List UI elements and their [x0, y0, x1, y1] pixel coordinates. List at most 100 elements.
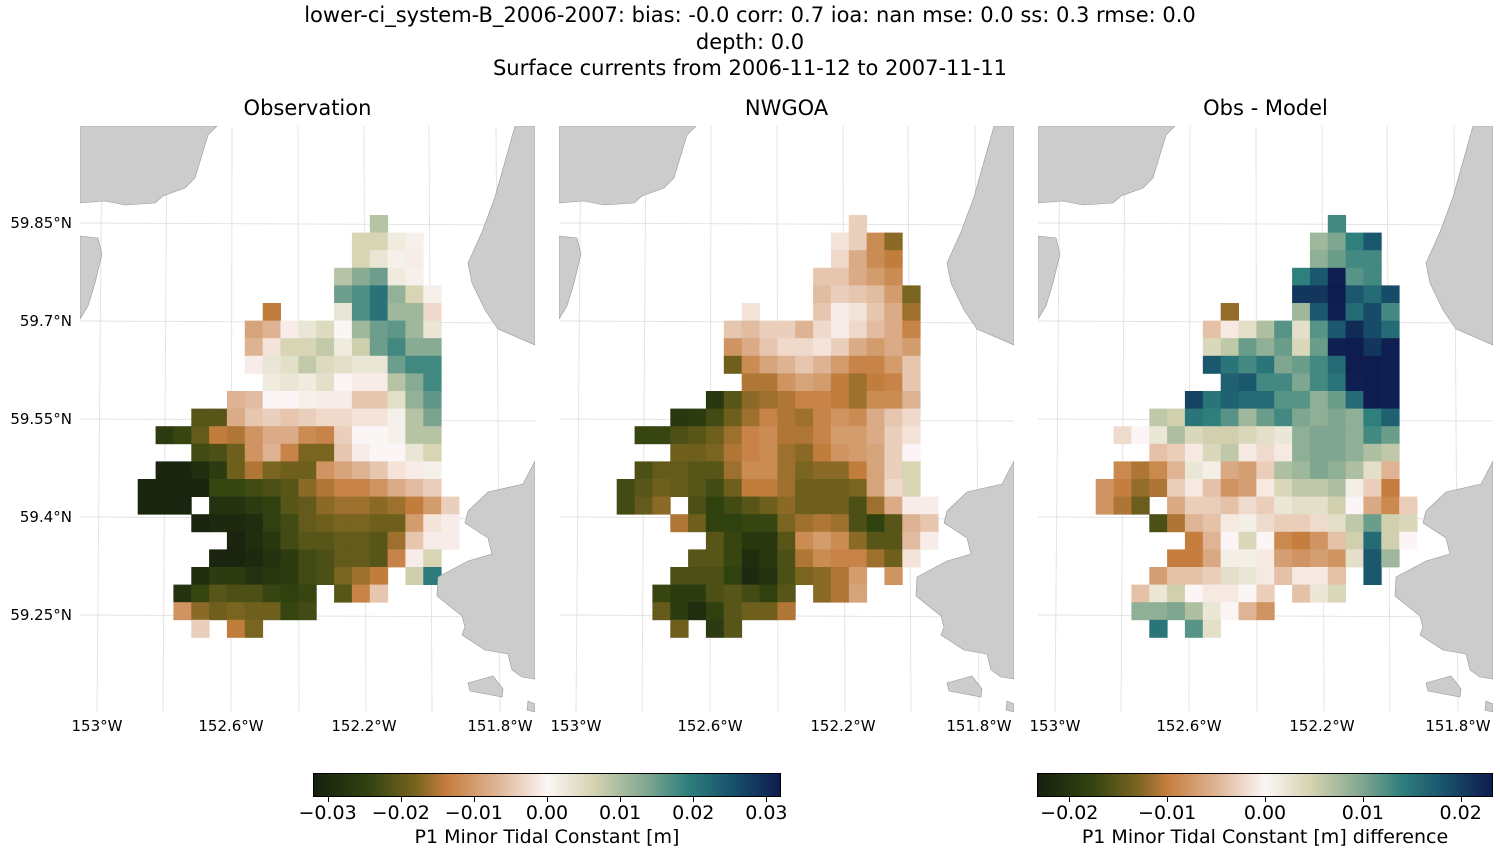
- heatmap-cell: [813, 338, 832, 357]
- heatmap-cell: [334, 285, 353, 304]
- heatmap-cell: [848, 479, 868, 497]
- map-model: [559, 126, 1014, 712]
- heatmap-cell: [1309, 549, 1329, 568]
- heatmap-cell: [423, 549, 442, 568]
- heatmap-cell: [741, 355, 760, 374]
- heatmap-cell: [369, 373, 389, 392]
- heatmap-cell: [298, 373, 317, 392]
- heatmap-cell: [705, 479, 725, 497]
- heatmap-cell: [848, 391, 868, 409]
- heatmap-cell: [1363, 408, 1382, 427]
- heatmap-cell: [387, 320, 406, 339]
- heatmap-cell: [1238, 531, 1257, 550]
- heatmap-cell: [1363, 549, 1382, 568]
- heatmap-cell: [777, 584, 796, 603]
- heatmap-cell: [369, 461, 389, 480]
- lon-tick-label: 152.2°W: [1289, 717, 1355, 735]
- heatmap-cell: [1184, 426, 1204, 445]
- colorbar-tick-label: 0.02: [672, 802, 715, 824]
- heatmap-cell: [705, 443, 725, 462]
- heatmap-cell: [226, 584, 246, 603]
- heatmap-cell: [1220, 303, 1239, 321]
- heatmap-cell: [423, 338, 442, 357]
- longitude-gridline: [641, 126, 647, 712]
- heatmap-cell: [1399, 531, 1418, 550]
- heatmap-cell: [1202, 514, 1222, 533]
- heatmap-cell: [1381, 426, 1400, 445]
- heatmap-cell: [173, 496, 192, 515]
- heatmap-cell: [830, 584, 850, 603]
- heatmap-cell: [902, 426, 921, 445]
- heatmap-cell: [244, 531, 264, 550]
- heatmap-cell: [866, 426, 885, 445]
- heatmap-cell: [741, 373, 760, 392]
- heatmap-cell: [1256, 391, 1275, 409]
- heatmap-cell: [1238, 549, 1257, 568]
- heatmap-cell: [405, 355, 424, 374]
- heatmap-cell: [634, 496, 653, 515]
- colorbar-tick: [1362, 797, 1364, 802]
- heatmap-cell: [670, 408, 689, 427]
- heatmap-cell: [1309, 408, 1329, 427]
- heatmap-cell: [848, 567, 868, 585]
- heatmap-cell: [1220, 391, 1239, 409]
- heatmap-cell: [759, 320, 778, 339]
- heatmap-cell: [1292, 461, 1311, 480]
- heatmap-cell: [902, 391, 921, 409]
- heatmap-cell: [1167, 443, 1186, 462]
- heatmap-cell: [688, 514, 707, 533]
- heatmap-cell: [777, 479, 796, 497]
- heatmap-cell: [1309, 479, 1329, 497]
- heatmap-cell: [777, 373, 796, 392]
- heatmap-cell: [1238, 496, 1257, 515]
- heatmap-cell: [334, 549, 353, 568]
- heatmap-cell: [1309, 461, 1329, 480]
- colorbar-tick-label: −0.01: [444, 802, 503, 824]
- heatmap-cell: [830, 355, 850, 374]
- heatmap-cell: [1309, 443, 1329, 462]
- heatmap-cell: [191, 567, 210, 585]
- heatmap-cell: [830, 373, 850, 392]
- heatmap-cell: [1274, 355, 1293, 374]
- land-polygon: [1038, 235, 1061, 320]
- heatmap-cell: [1238, 338, 1257, 357]
- heatmap-cell: [316, 408, 335, 427]
- heatmap-cell: [244, 496, 264, 515]
- heatmap-cell: [1274, 514, 1293, 533]
- heatmap-cell: [298, 479, 317, 497]
- heatmap-cell: [795, 496, 814, 515]
- heatmap-cell: [884, 232, 903, 251]
- heatmap-cell: [1256, 408, 1275, 427]
- heatmap-cell: [316, 426, 335, 445]
- heatmap-cell: [209, 514, 228, 533]
- land-polygon: [946, 675, 983, 698]
- heatmap-cell: [795, 408, 814, 427]
- heatmap-cell: [1345, 391, 1364, 409]
- suptitle-depth: depth: 0.0: [695, 30, 805, 54]
- heatmap-cell: [369, 443, 389, 462]
- heatmap-cell: [848, 250, 868, 269]
- heatmap-cell: [723, 496, 743, 515]
- heatmap-cell: [369, 514, 389, 533]
- heatmap-cell: [741, 496, 760, 515]
- heatmap-cell: [830, 391, 850, 409]
- heatmap-cell: [741, 549, 760, 568]
- heatmap-cell: [848, 443, 868, 462]
- heatmap-cell: [1309, 320, 1329, 339]
- heatmap-cell: [723, 338, 743, 357]
- heatmap-cell: [226, 408, 246, 427]
- heatmap-cell: [902, 303, 921, 321]
- heatmap-cell: [795, 391, 814, 409]
- heatmap-cell: [334, 514, 353, 533]
- heatmap-cell: [1238, 355, 1257, 374]
- colorbar-tick-label: −0.03: [298, 802, 357, 824]
- heatmap-cell: [1113, 461, 1132, 480]
- heatmap-cell: [1149, 408, 1168, 427]
- heatmap-cell: [369, 303, 389, 321]
- heatmap-cell: [1292, 408, 1311, 427]
- heatmap-cell: [1381, 303, 1400, 321]
- land-polygon: [946, 126, 1014, 346]
- heatmap-cell: [866, 320, 885, 339]
- lon-tick-label: 153°W: [550, 717, 602, 735]
- heatmap-cell: [634, 479, 653, 497]
